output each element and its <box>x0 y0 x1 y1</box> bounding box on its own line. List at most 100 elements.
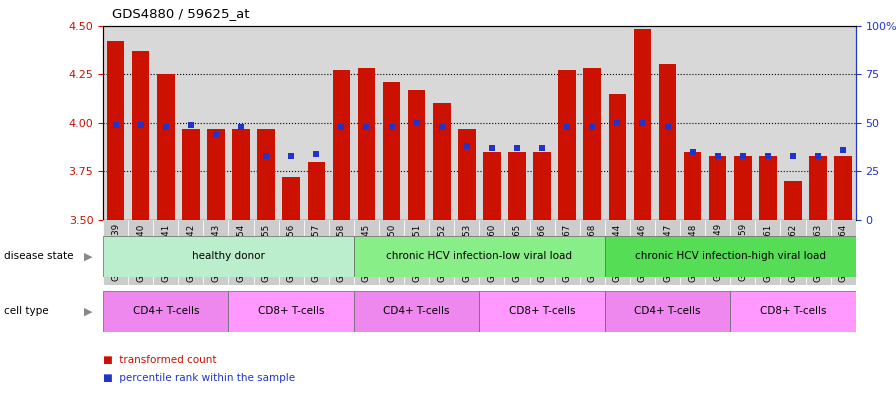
FancyBboxPatch shape <box>605 220 630 285</box>
Bar <box>228 26 254 220</box>
FancyBboxPatch shape <box>404 220 429 285</box>
Bar <box>354 26 379 220</box>
Bar <box>178 26 203 220</box>
FancyBboxPatch shape <box>103 291 228 332</box>
FancyBboxPatch shape <box>178 220 203 285</box>
FancyBboxPatch shape <box>254 220 279 285</box>
FancyBboxPatch shape <box>555 220 580 285</box>
Bar <box>203 26 228 220</box>
Text: ▶: ▶ <box>84 252 92 261</box>
Text: chronic HCV infection-low viral load: chronic HCV infection-low viral load <box>386 252 573 261</box>
Point <box>610 119 625 126</box>
Bar <box>504 26 530 220</box>
Bar <box>759 156 777 220</box>
Bar <box>784 181 802 220</box>
Bar <box>408 90 426 220</box>
FancyBboxPatch shape <box>103 236 354 277</box>
Text: CD8+ T-cells: CD8+ T-cells <box>509 307 575 316</box>
Point <box>234 123 248 130</box>
Point <box>209 131 223 138</box>
Text: GDS4880 / 59625_at: GDS4880 / 59625_at <box>112 7 249 20</box>
Text: GSM1210763: GSM1210763 <box>814 223 823 281</box>
FancyBboxPatch shape <box>730 220 755 285</box>
FancyBboxPatch shape <box>831 220 856 285</box>
Bar <box>383 82 401 220</box>
Point <box>184 121 198 128</box>
Bar <box>132 51 150 220</box>
Bar <box>433 103 451 220</box>
Bar <box>583 68 601 220</box>
Point <box>284 153 298 159</box>
Bar <box>633 29 651 220</box>
Bar <box>107 41 125 220</box>
Point <box>585 123 599 130</box>
Bar <box>558 70 576 220</box>
Text: GSM1210741: GSM1210741 <box>161 223 170 281</box>
Text: GSM1210759: GSM1210759 <box>738 223 747 281</box>
Bar <box>755 26 780 220</box>
Bar <box>479 26 504 220</box>
Text: GSM1210752: GSM1210752 <box>437 223 446 281</box>
Text: GSM1210739: GSM1210739 <box>111 223 120 281</box>
Point <box>460 143 474 149</box>
Bar <box>834 156 852 220</box>
Bar <box>608 94 626 220</box>
Bar <box>358 68 375 220</box>
Bar <box>379 26 404 220</box>
Bar <box>806 26 831 220</box>
Text: GSM1210764: GSM1210764 <box>839 223 848 281</box>
Text: CD4+ T-cells: CD4+ T-cells <box>133 307 199 316</box>
Point <box>259 153 273 159</box>
Point <box>685 149 700 155</box>
Text: disease state: disease state <box>4 252 74 261</box>
Bar <box>809 156 827 220</box>
FancyBboxPatch shape <box>429 220 454 285</box>
Point <box>761 153 775 159</box>
Text: ■  percentile rank within the sample: ■ percentile rank within the sample <box>103 373 295 383</box>
Bar <box>153 26 178 220</box>
Bar <box>580 26 605 220</box>
Text: ■  transformed count: ■ transformed count <box>103 354 217 365</box>
Bar <box>555 26 580 220</box>
FancyBboxPatch shape <box>279 220 304 285</box>
FancyBboxPatch shape <box>203 220 228 285</box>
Bar <box>332 70 350 220</box>
Text: GSM1210768: GSM1210768 <box>588 223 597 281</box>
FancyBboxPatch shape <box>379 220 404 285</box>
Bar <box>279 26 304 220</box>
Text: CD8+ T-cells: CD8+ T-cells <box>760 307 826 316</box>
Bar <box>483 152 501 220</box>
Bar <box>730 26 755 220</box>
FancyBboxPatch shape <box>354 236 605 277</box>
Text: CD4+ T-cells: CD4+ T-cells <box>383 307 450 316</box>
Bar <box>257 129 275 220</box>
Point <box>660 123 675 130</box>
FancyBboxPatch shape <box>479 220 504 285</box>
FancyBboxPatch shape <box>329 220 354 285</box>
Bar <box>458 129 476 220</box>
Bar <box>454 26 479 220</box>
FancyBboxPatch shape <box>680 220 705 285</box>
Text: GSM1210740: GSM1210740 <box>136 223 145 281</box>
Bar <box>680 26 705 220</box>
Text: chronic HCV infection-high viral load: chronic HCV infection-high viral load <box>634 252 826 261</box>
Text: GSM1210767: GSM1210767 <box>563 223 572 281</box>
Point <box>711 153 725 159</box>
Text: GSM1210744: GSM1210744 <box>613 223 622 281</box>
FancyBboxPatch shape <box>730 291 856 332</box>
Text: GSM1210742: GSM1210742 <box>186 223 195 281</box>
Point <box>359 123 374 130</box>
Text: GSM1210758: GSM1210758 <box>337 223 346 281</box>
Bar <box>533 152 551 220</box>
Bar <box>282 177 300 220</box>
Text: GSM1210753: GSM1210753 <box>462 223 471 281</box>
Bar <box>734 156 752 220</box>
Text: GSM1210761: GSM1210761 <box>763 223 772 281</box>
FancyBboxPatch shape <box>605 291 730 332</box>
Text: GSM1210746: GSM1210746 <box>638 223 647 281</box>
Bar <box>630 26 655 220</box>
Point <box>384 123 399 130</box>
FancyBboxPatch shape <box>630 220 655 285</box>
FancyBboxPatch shape <box>228 220 254 285</box>
Bar <box>254 26 279 220</box>
